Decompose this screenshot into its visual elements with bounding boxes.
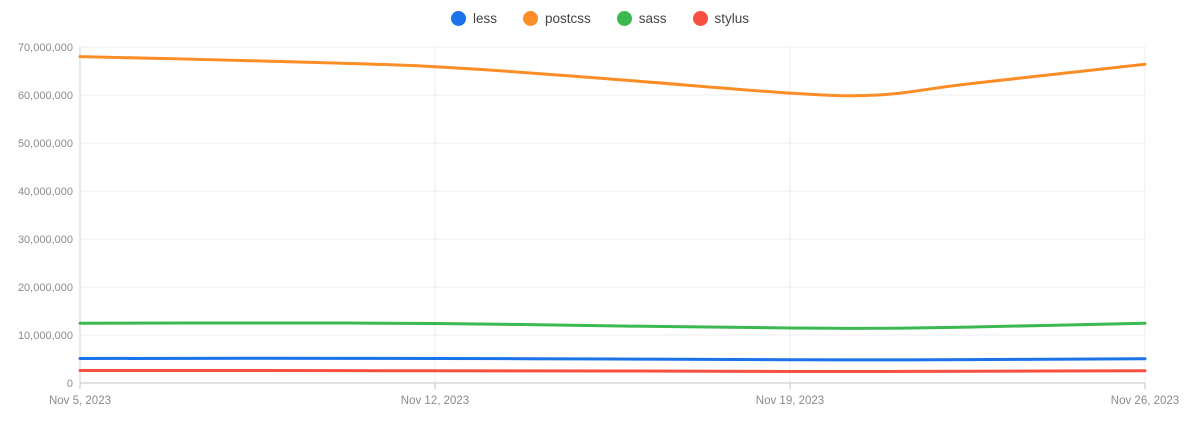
legend-label: postcss (544, 10, 591, 26)
legend-item-postcss[interactable]: postcss (522, 10, 591, 26)
y-tick-label: 30,000,000 (18, 234, 73, 246)
y-axis-grid: 0 10,000,000 20,000,000 30,000,000 40,000,00… (18, 42, 1145, 390)
x-tick-label: Nov 5, 2023 (49, 395, 111, 407)
legend-swatch-circle-icon (616, 11, 632, 26)
series-line-less (78, 356, 1147, 362)
y-tick-label: 50,000,000 (18, 138, 73, 150)
y-tick-label: 0 (67, 378, 73, 390)
x-axis-grid: Nov 5, 2023 Nov 12, 2023 Nov 19, 2023 Nov 2… (49, 47, 1179, 407)
series-line-stylus (78, 368, 1147, 374)
x-tick-label: Nov 26, 2023 (1111, 395, 1179, 407)
series-lines (78, 55, 1147, 374)
series-line-sass (78, 321, 1147, 330)
y-tick-label: 20,000,000 (18, 282, 73, 294)
legend-swatch-circle-icon (522, 11, 538, 26)
legend-item-sass[interactable]: sass (616, 10, 667, 26)
legend-label: stylus (714, 10, 750, 26)
legend-label: sass (638, 10, 667, 26)
series-line-postcss (78, 55, 1147, 98)
legend-swatch-circle-icon (450, 11, 466, 26)
legend-item-less[interactable]: less (450, 10, 497, 26)
x-tick-label: Nov 12, 2023 (401, 395, 469, 407)
y-tick-label: 10,000,000 (18, 330, 73, 342)
chart-legend: less postcss sass stylus (0, 11, 1200, 26)
y-tick-label: 70,000,000 (18, 42, 73, 54)
legend-label: less (472, 10, 497, 26)
y-tick-label: 40,000,000 (18, 186, 73, 198)
x-tick-label: Nov 19, 2023 (756, 395, 824, 407)
y-tick-label: 60,000,000 (18, 90, 73, 102)
legend-item-stylus[interactable]: stylus (692, 10, 750, 26)
legend-swatch-circle-icon (692, 11, 708, 26)
